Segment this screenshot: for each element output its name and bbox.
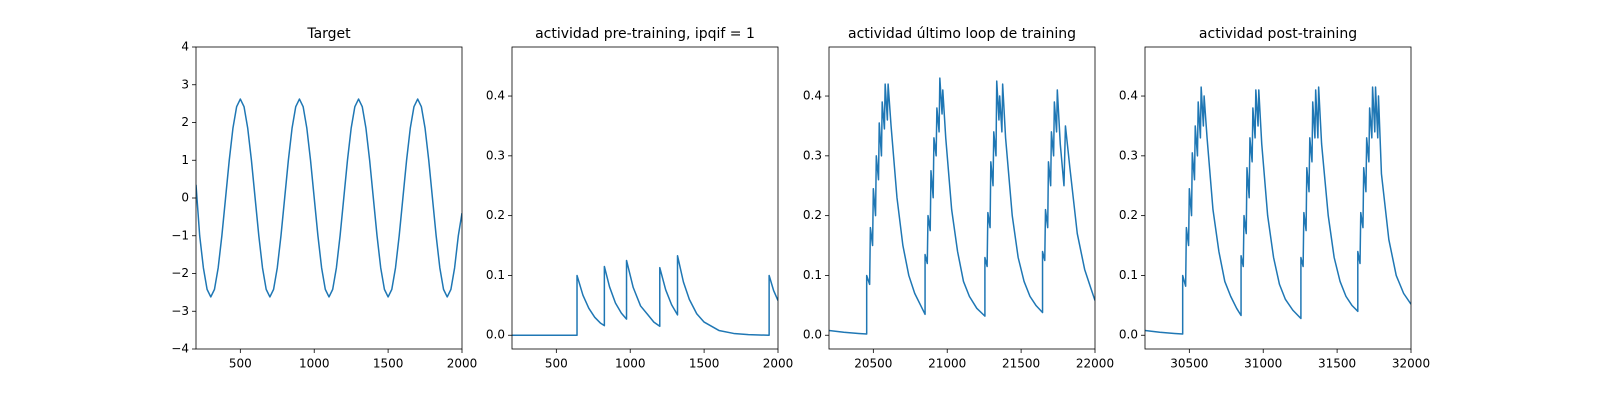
axes-frame bbox=[828, 46, 1096, 350]
x-tick-label: 1500 bbox=[689, 357, 720, 371]
x-tick-label: 21500 bbox=[1002, 357, 1040, 371]
x-tick-label: 30500 bbox=[1170, 357, 1208, 371]
y-tick-label: 0.3 bbox=[803, 148, 822, 162]
data-line bbox=[829, 77, 1095, 335]
y-tick-label: 0.1 bbox=[1119, 268, 1138, 282]
x-tick-label: 20500 bbox=[854, 357, 892, 371]
y-tick-label: 0.3 bbox=[486, 148, 505, 162]
x-tick-label: 21000 bbox=[928, 357, 966, 371]
y-tick-label: −1 bbox=[171, 228, 189, 242]
y-tick-label: 0.4 bbox=[803, 89, 822, 103]
y-tick-label: 3 bbox=[181, 77, 189, 91]
data-line bbox=[196, 98, 462, 298]
chart-title: actividad último loop de training bbox=[848, 26, 1076, 42]
y-tick-label: 0.2 bbox=[1119, 208, 1138, 222]
x-tick-label: 500 bbox=[545, 357, 568, 371]
y-tick-label: 2 bbox=[181, 115, 189, 129]
x-tick-label: 22000 bbox=[1076, 357, 1114, 371]
y-tick-label: 0.4 bbox=[486, 89, 505, 103]
y-tick-label: 0.0 bbox=[1119, 328, 1138, 342]
x-tick-label: 2000 bbox=[763, 357, 794, 371]
x-tick-label: 2000 bbox=[447, 357, 478, 371]
y-tick-label: 0.3 bbox=[1119, 148, 1138, 162]
chart-title: actividad pre-training, ipqif = 1 bbox=[535, 26, 755, 42]
chart-title: actividad post-training bbox=[1199, 26, 1357, 42]
y-tick-label: 0.1 bbox=[486, 268, 505, 282]
y-tick-label: 0.0 bbox=[803, 328, 822, 342]
axes-frame bbox=[1144, 46, 1412, 350]
y-tick-label: 0.2 bbox=[486, 208, 505, 222]
x-tick-label: 1000 bbox=[615, 357, 646, 371]
y-tick-label: 0 bbox=[181, 191, 189, 205]
x-tick-label: 500 bbox=[229, 357, 252, 371]
data-line bbox=[512, 254, 778, 336]
x-tick-label: 1500 bbox=[373, 357, 404, 371]
y-tick-label: 0.1 bbox=[803, 268, 822, 282]
data-line bbox=[1145, 86, 1411, 335]
x-tick-label: 31000 bbox=[1244, 357, 1282, 371]
axes-frame bbox=[195, 46, 463, 350]
y-tick-label: −2 bbox=[171, 266, 189, 280]
y-tick-label: −4 bbox=[171, 342, 189, 356]
y-tick-label: 1 bbox=[181, 153, 189, 167]
axes-frame bbox=[511, 46, 779, 350]
x-tick-label: 1000 bbox=[299, 357, 330, 371]
y-tick-label: 4 bbox=[181, 40, 189, 54]
y-tick-label: 0.2 bbox=[803, 208, 822, 222]
x-tick-label: 32000 bbox=[1392, 357, 1430, 371]
y-tick-label: 0.0 bbox=[486, 328, 505, 342]
y-tick-label: −3 bbox=[171, 304, 189, 318]
x-tick-label: 31500 bbox=[1318, 357, 1356, 371]
chart-title: Target bbox=[306, 26, 351, 42]
y-tick-label: 0.4 bbox=[1119, 89, 1138, 103]
